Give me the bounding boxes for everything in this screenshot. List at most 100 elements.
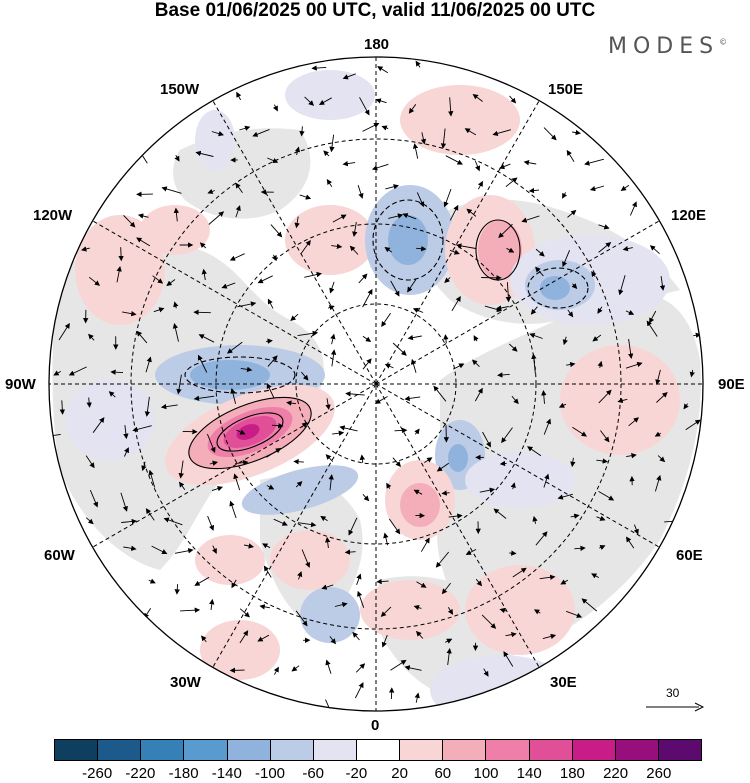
graticule (49, 57, 703, 711)
wind-vector-arrow (597, 306, 603, 314)
wind-vector-arrow (345, 391, 365, 397)
wind-vector-arrow (68, 366, 87, 376)
wind-vector-arrow (527, 446, 542, 457)
wind-vector-arrow (178, 481, 186, 490)
map-title: Base 01/06/2025 00 UTC, valid 11/06/2025… (154, 0, 596, 21)
wind-vector-arrow (414, 428, 420, 435)
wind-vector-arrow (304, 271, 322, 278)
wind-vector-arrow (541, 390, 547, 404)
wind-vector-arrow (509, 95, 517, 104)
wind-vector-arrow (505, 282, 512, 303)
wind-vector-arrow (235, 459, 249, 466)
wind-vector-arrow (259, 604, 270, 610)
wind-vector-arrow (383, 532, 389, 546)
wind-vector-arrow (262, 543, 271, 549)
wind-vector-arrow (424, 457, 433, 463)
wind-vector-arrow (633, 524, 639, 535)
wind-vector-arrow (656, 391, 668, 403)
wind-vector-arrow (137, 213, 149, 219)
wind-vector-arrow (381, 125, 389, 131)
wind-vector-arrow (443, 188, 452, 208)
colorbar-tick-label: 220 (603, 765, 629, 782)
wind-vector-arrow (589, 185, 605, 192)
wind-vector-arrow (479, 487, 496, 493)
wind-vector-arrow (530, 306, 538, 315)
wind-vector-arrow (331, 243, 343, 250)
colorbar-tick-label: -220 (125, 765, 156, 782)
wind-vector-arrow (390, 659, 407, 671)
wind-vector-arrow (420, 132, 427, 145)
wind-vector-arrow (655, 369, 661, 385)
wind-vector-arrow (357, 185, 364, 199)
wind-vector-arrow (433, 385, 447, 402)
wind-vector-arrow (267, 157, 279, 164)
wind-vector-arrow (441, 582, 451, 595)
colorbar (54, 739, 702, 761)
wind-vector-arrow (683, 403, 689, 410)
wind-vector-arrow (473, 335, 479, 342)
wind-vector-arrow (625, 536, 635, 549)
wind-vector-arrow (412, 143, 419, 159)
wind-vector-arrow (562, 336, 568, 346)
wind-vector-arrow (326, 179, 333, 187)
wind-vector-arrow (244, 543, 254, 549)
wind-vector-arrow (85, 455, 95, 469)
wind-vector-arrow (355, 663, 366, 673)
wind-vector-arrow (464, 128, 477, 136)
wind-vector-arrow (374, 396, 388, 404)
wind-vector-arrow (381, 634, 388, 648)
lon-label-30w: 30W (170, 674, 201, 691)
wind-vector-arrow (562, 192, 568, 199)
wind-vector-arrow (209, 598, 215, 610)
wind-vector-arrow (529, 333, 543, 339)
wind-vector-arrow (123, 425, 129, 440)
wind-vector-arrow (325, 398, 331, 410)
wind-vector-arrow (446, 648, 452, 666)
wind-vector-arrow (123, 214, 136, 228)
wind-vector-arrow (362, 122, 380, 132)
wind-vector-arrow (597, 360, 603, 369)
wind-vector-arrow (512, 567, 527, 578)
wind-vector-arrow (380, 606, 392, 617)
colorbar-cell (356, 740, 401, 760)
brand-mark: © (719, 37, 728, 47)
wind-vector-arrow (596, 515, 606, 521)
wind-vector-arrow (542, 633, 557, 640)
wind-vector-arrow (195, 150, 214, 157)
wind-vector-arrow (92, 417, 105, 433)
wind-vector-arrow (323, 150, 330, 157)
colorbar-tick-label: 260 (646, 765, 672, 782)
wind-vector-arrow (376, 578, 389, 585)
wind-vector-arrow (440, 128, 447, 149)
wind-vector-arrow (508, 343, 518, 352)
wind-vector-arrow (229, 500, 237, 519)
wind-vector-arrow (471, 359, 480, 368)
wind-vector-arrow (598, 491, 615, 501)
lon-label-150e: 150E (548, 81, 584, 98)
wind-vector-arrow (441, 490, 450, 496)
wind-vector-arrow (654, 431, 662, 437)
wind-vector-arrow (291, 665, 300, 672)
wind-vector-arrow (620, 184, 630, 192)
wind-vector-arrow (151, 545, 168, 555)
wind-vector-arrow (240, 366, 253, 373)
wind-vector-arrow (535, 248, 545, 257)
wind-vector-arrow (448, 513, 463, 519)
wind-vector-arrow (233, 473, 241, 491)
wind-vector-arrow (543, 418, 552, 435)
wind-vector-arrow (172, 323, 179, 342)
wind-vector-arrow (325, 659, 332, 674)
wind-vector-arrow (221, 282, 236, 289)
wind-vector-arrow (229, 253, 245, 261)
wind-vector-arrow (86, 397, 92, 408)
colorbar-cell (400, 740, 444, 760)
wind-vector-arrow (199, 242, 207, 249)
wind-vector-arrow (304, 96, 315, 106)
wind-vector-arrow (123, 447, 129, 457)
wind-vector-arrow (685, 419, 701, 431)
wind-vector-arrow (148, 578, 156, 584)
wind-vector-arrow (509, 550, 517, 556)
wind-vector-arrow (390, 280, 400, 297)
wind-vector-arrow (591, 271, 597, 278)
wind-vector-arrow (531, 353, 537, 374)
